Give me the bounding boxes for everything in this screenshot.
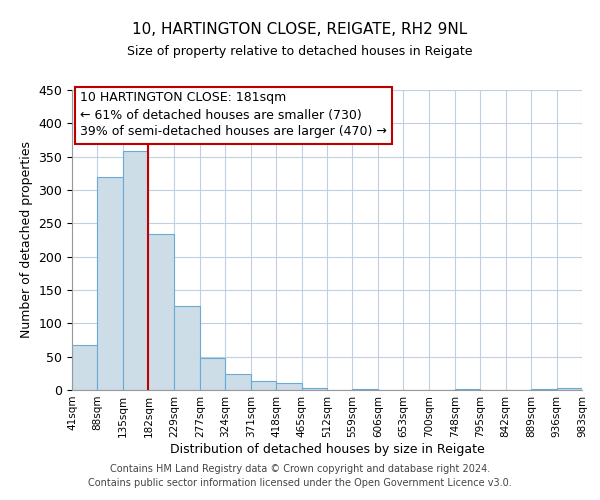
- Bar: [251, 380, 276, 390]
- Bar: [276, 382, 302, 390]
- Bar: [557, 388, 582, 390]
- X-axis label: Distribution of detached houses by size in Reigate: Distribution of detached houses by size …: [170, 442, 484, 456]
- Bar: [72, 346, 97, 390]
- Bar: [302, 388, 327, 390]
- Bar: [97, 176, 123, 390]
- Text: 10, HARTINGTON CLOSE, REIGATE, RH2 9NL: 10, HARTINGTON CLOSE, REIGATE, RH2 9NL: [133, 22, 467, 38]
- Bar: [174, 306, 200, 390]
- Bar: [200, 358, 225, 390]
- Text: Size of property relative to detached houses in Reigate: Size of property relative to detached ho…: [127, 45, 473, 58]
- Text: Contains HM Land Registry data © Crown copyright and database right 2024.
Contai: Contains HM Land Registry data © Crown c…: [88, 464, 512, 487]
- Bar: [531, 388, 557, 390]
- Text: 10 HARTINGTON CLOSE: 181sqm
← 61% of detached houses are smaller (730)
39% of se: 10 HARTINGTON CLOSE: 181sqm ← 61% of det…: [80, 92, 386, 138]
- Bar: [123, 152, 148, 390]
- Bar: [225, 374, 251, 390]
- Bar: [148, 234, 174, 390]
- Y-axis label: Number of detached properties: Number of detached properties: [20, 142, 33, 338]
